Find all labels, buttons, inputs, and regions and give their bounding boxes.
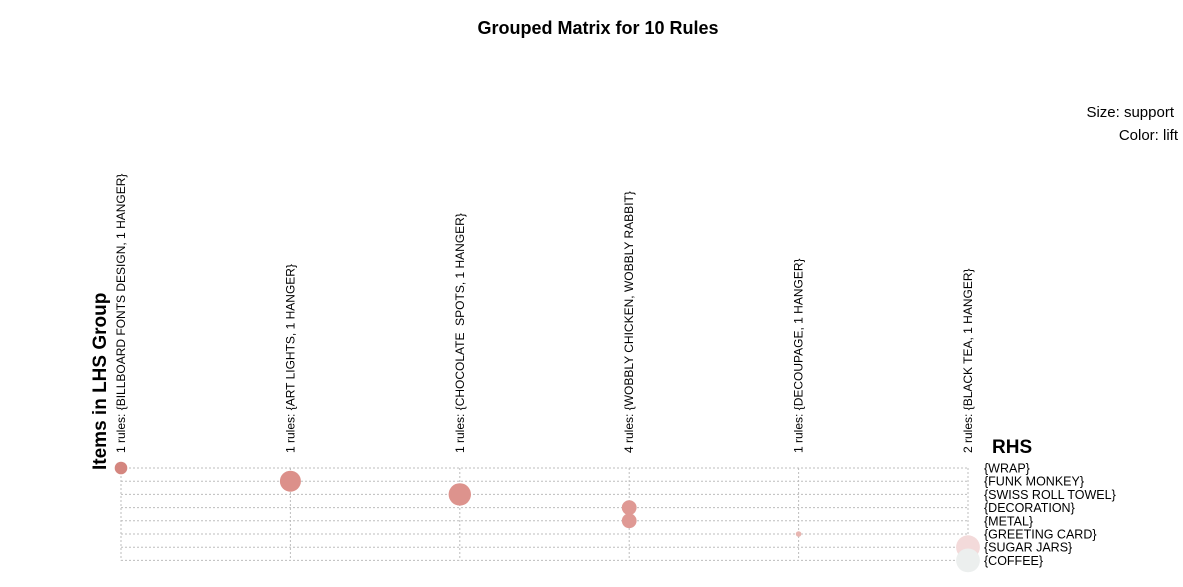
- lhs-group-label: 4 rules: {WOBBLY CHICKEN, WOBBLY RABBIT}: [622, 191, 636, 453]
- rhs-item-label: {DECORATION}: [984, 501, 1075, 515]
- rhs-item-labels: {WRAP}{FUNK MONKEY}{SWISS ROLL TOWEL}{DE…: [984, 462, 1116, 568]
- legend-size-label: Size: support: [1086, 104, 1174, 121]
- rule-point: [956, 548, 980, 573]
- lhs-axis-title: Items in LHS Group: [90, 293, 111, 470]
- rule-points: [114, 461, 980, 573]
- rhs-item-label: {WRAP}: [984, 462, 1030, 476]
- lhs-group-label: 1 rules: {ART LIGHTS, 1 HANGER}: [283, 264, 297, 453]
- rhs-item-label: {COFFEE}: [984, 554, 1043, 568]
- rule-point: [621, 500, 637, 515]
- rule-point: [795, 531, 802, 537]
- chart-title: Grouped Matrix for 10 Rules: [477, 18, 718, 38]
- rule-point: [279, 470, 301, 492]
- rhs-item-label: {METAL}: [984, 514, 1033, 528]
- rule-point: [114, 461, 128, 475]
- lhs-group-label: 1 rules: {DECOUPAGE, 1 HANGER}: [792, 258, 806, 453]
- rhs-axis-title: RHS: [992, 437, 1032, 458]
- legend-color-label: Color: lift: [1119, 127, 1179, 144]
- rule-point: [448, 483, 471, 506]
- lhs-group-label: 1 rules: {CHOCOLATE SPOTS, 1 HANGER}: [453, 213, 467, 453]
- rhs-item-label: {SUGAR JARS}: [984, 541, 1072, 555]
- grid: [120, 467, 969, 561]
- lhs-group-labels: 1 rules: {BILLBOARD FONTS DESIGN, 1 HANG…: [114, 174, 975, 453]
- rhs-item-label: {SWISS ROLL TOWEL}: [984, 488, 1116, 502]
- lhs-group-label: 2 rules: {BLACK TEA, 1 HANGER}: [961, 268, 975, 453]
- lhs-group-label: 1 rules: {BILLBOARD FONTS DESIGN, 1 HANG…: [114, 174, 128, 453]
- rhs-item-label: {GREETING CARD}: [984, 528, 1097, 542]
- rhs-item-label: {FUNK MONKEY}: [984, 475, 1084, 489]
- rule-point: [621, 513, 637, 529]
